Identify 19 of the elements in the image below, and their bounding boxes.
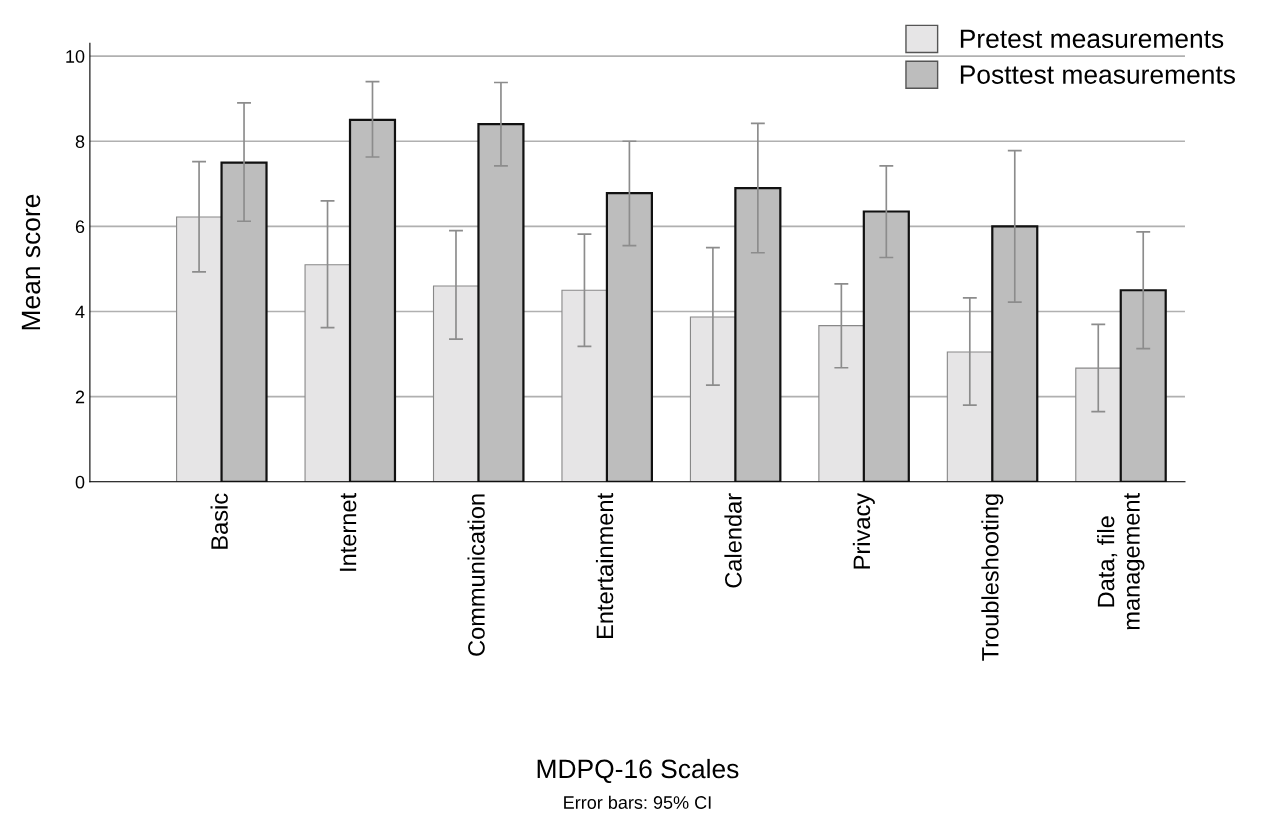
x-axis-title: MDPQ-16 Scales bbox=[537, 758, 739, 783]
x-tick-label: Internet bbox=[339, 493, 357, 571]
x-tick-label: Troubleshooting bbox=[981, 494, 1004, 661]
text: Error bars: 95% CI bbox=[564, 795, 711, 809]
y-tick-label: 6 bbox=[75, 220, 85, 234]
legend-label: Posttest measurements bbox=[960, 65, 1235, 84]
x-tick-label: Calendar bbox=[724, 493, 742, 588]
y-tick-label: 10 bbox=[66, 50, 85, 63]
x-tick-label: Communication bbox=[467, 494, 485, 656]
y-axis-title: Mean score bbox=[21, 194, 41, 330]
legend-label: Pretest measurements bbox=[960, 29, 1224, 49]
y-tick-label: 4 bbox=[75, 305, 85, 319]
x-tick-label: Basic bbox=[210, 493, 228, 549]
x-tick-label: Entertainment bbox=[595, 493, 614, 638]
x-tick-label: Data, file management bbox=[1097, 493, 1145, 630]
x-tick-label: Privacy bbox=[852, 492, 875, 569]
y-tick-label: 2 bbox=[75, 390, 85, 404]
y-tick-label: 0 bbox=[75, 475, 85, 489]
y-tick-label: 8 bbox=[75, 135, 85, 148]
